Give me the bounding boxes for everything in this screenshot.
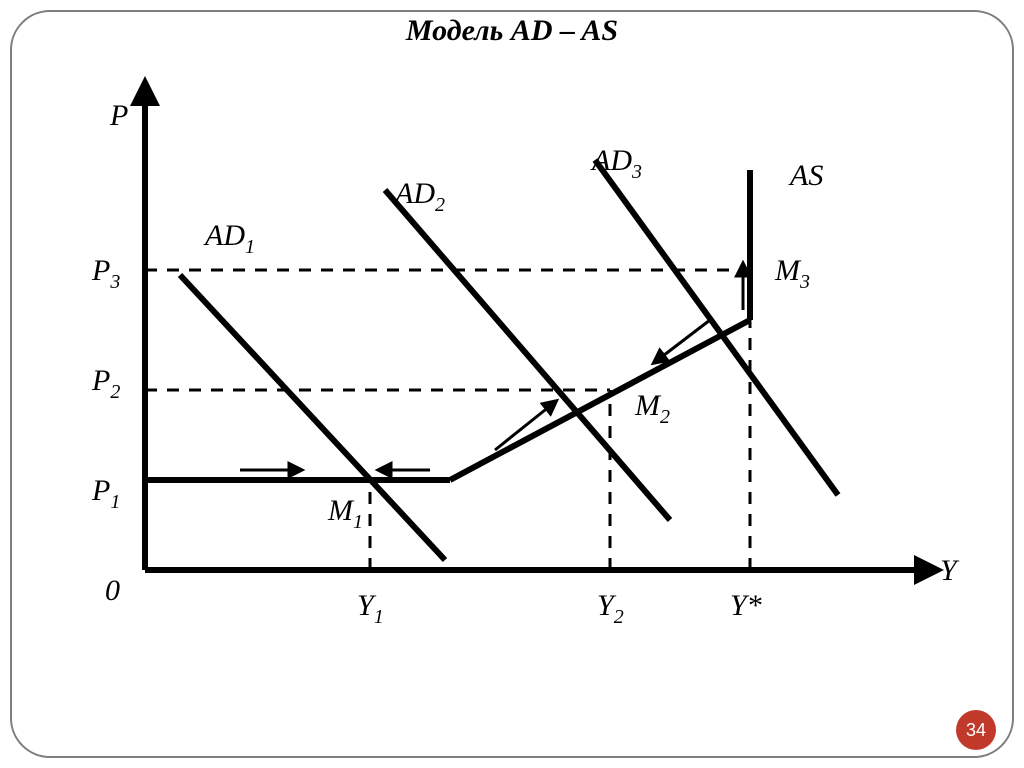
page-number-badge: 34: [956, 710, 996, 750]
ad-as-diagram: P0YY*ASP1P2P3Y1Y2AD1AD2AD3M1M2M3: [50, 70, 970, 680]
slide-title: Модель AD – AS: [0, 14, 1024, 48]
label-P3: P3: [91, 254, 120, 293]
label-zero: 0: [105, 574, 120, 607]
label-AD3: AD3: [590, 144, 642, 183]
label-P2: P2: [91, 364, 120, 403]
label-M1: M1: [327, 494, 363, 533]
label-Ystar: Y*: [730, 589, 762, 622]
label-AS: AS: [788, 159, 823, 192]
label-Y: Y: [940, 554, 960, 587]
label-M2: M2: [634, 389, 670, 428]
label-Y1: Y1: [357, 589, 384, 628]
page-number: 34: [966, 720, 986, 741]
label-Y2: Y2: [597, 589, 624, 628]
label-AD1: AD1: [203, 219, 255, 258]
AD3-curve: [595, 160, 838, 495]
label-P1: P1: [91, 474, 120, 513]
label-P: P: [109, 99, 128, 132]
label-M3: M3: [774, 254, 810, 293]
AD1-curve: [180, 275, 445, 560]
as-sloped: [450, 320, 750, 480]
